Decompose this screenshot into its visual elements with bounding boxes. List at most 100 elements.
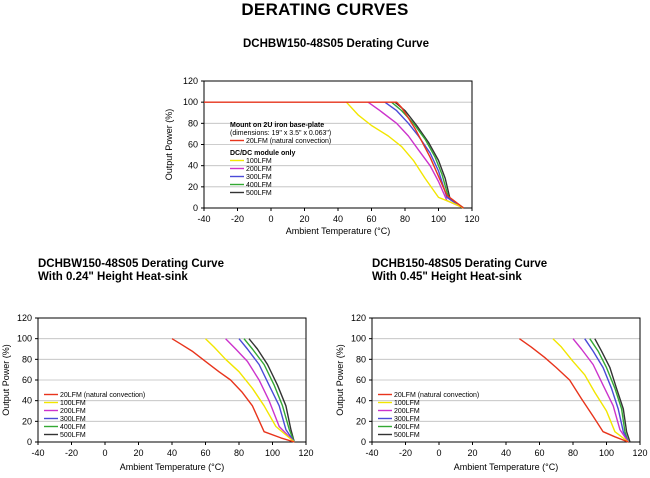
y-tick-label: 40 — [22, 396, 32, 406]
series-line-300lfm — [238, 338, 295, 443]
y-tick-label: 120 — [183, 76, 198, 86]
x-axis-label: Ambient Temperature (°C) — [286, 226, 390, 236]
y-tick-label: 60 — [356, 375, 366, 385]
legend-entry: 400LFM — [394, 424, 420, 431]
x-tick-label: 20 — [133, 448, 143, 458]
x-tick-label: 60 — [366, 214, 376, 224]
series-line-100lfm — [345, 101, 464, 209]
x-tick-label: 20 — [467, 448, 477, 458]
x-tick-label: 80 — [568, 448, 578, 458]
legend-entry: 300LFM — [60, 416, 86, 423]
y-tick-label: 0 — [27, 437, 32, 447]
legend-header: (dimensions: 19" x 3.5" x 0.063") — [230, 130, 331, 137]
y-tick-label: 120 — [351, 313, 366, 323]
x-tick-label: 80 — [400, 214, 410, 224]
series-line-400lfm — [589, 338, 629, 443]
y-axis-label: Output Power (%) — [164, 109, 174, 181]
x-tick-label: 0 — [102, 448, 107, 458]
series-line-20lfm — [518, 338, 629, 443]
legend-entry: 20LFM (natural convection) — [394, 392, 479, 399]
y-tick-label: 80 — [22, 354, 32, 364]
legend-entry: 20LFM (natural convection) — [246, 138, 331, 145]
y-tick-label: 60 — [22, 375, 32, 385]
series-line-200lfm — [225, 338, 295, 443]
legend-header: Mount on 2U iron base-plate — [230, 122, 324, 129]
y-tick-label: 60 — [188, 140, 198, 150]
x-tick-label: 60 — [200, 448, 210, 458]
chart-title: With 0.24" Height Heat-sink — [38, 271, 188, 283]
legend-header: DC/DC module only — [230, 150, 295, 157]
x-tick-label: 0 — [268, 214, 273, 224]
series-line-20lfm — [171, 338, 295, 443]
y-axis-label: Output Power (%) — [1, 344, 11, 416]
legend-entry: 200LFM — [246, 166, 272, 173]
x-tick-label: -20 — [399, 448, 412, 458]
x-tick-label: 100 — [431, 214, 446, 224]
y-tick-label: 100 — [17, 334, 32, 344]
x-tick-label: 100 — [265, 448, 280, 458]
y-tick-label: 80 — [356, 354, 366, 364]
x-tick-label: 40 — [167, 448, 177, 458]
x-axis-label: Ambient Temperature (°C) — [120, 462, 224, 472]
legend-entry: 100LFM — [246, 158, 272, 165]
chart-title: With 0.45" Height Heat-sink — [372, 271, 522, 283]
y-tick-label: 100 — [351, 334, 366, 344]
chart-1: DCHBW150-48S05 Derating Curve 0 20 40 60 80 10… — [164, 38, 480, 236]
legend-entry: 300LFM — [394, 416, 420, 423]
y-axis-label: Output Power (%) — [335, 344, 345, 416]
page-title: DERATING CURVES — [241, 0, 409, 19]
legend-entry: 500LFM — [394, 432, 420, 439]
y-tick-label: 40 — [356, 396, 366, 406]
y-tick-label: 120 — [17, 313, 32, 323]
series-line-200lfm — [572, 338, 629, 443]
y-tick-label: 80 — [188, 118, 198, 128]
y-tick-label: 0 — [193, 203, 198, 213]
x-tick-label: -40 — [31, 448, 44, 458]
series-line-100lfm — [552, 338, 629, 443]
legend-entry: 500LFM — [246, 190, 272, 197]
chart-title: DCHBW150-48S05 Derating Curve — [243, 38, 429, 50]
x-tick-label: 20 — [299, 214, 309, 224]
series-line-400lfm — [243, 338, 295, 443]
x-tick-label: -20 — [231, 214, 244, 224]
x-tick-label: 60 — [534, 448, 544, 458]
x-tick-label: 120 — [298, 448, 313, 458]
series-line-500lfm — [248, 338, 295, 443]
legend-entry: 20LFM (natural convection) — [60, 392, 145, 399]
chart-title: DCHBW150-48S05 Derating Curve — [38, 258, 224, 270]
series-line-20lfm — [204, 101, 465, 209]
legend-entry: 300LFM — [246, 174, 272, 181]
x-tick-label: -20 — [65, 448, 78, 458]
y-tick-label: 20 — [22, 416, 32, 426]
y-tick-label: 0 — [361, 437, 366, 447]
x-tick-label: 100 — [599, 448, 614, 458]
x-tick-label: 0 — [436, 448, 441, 458]
legend-entry: 100LFM — [60, 400, 86, 407]
x-tick-label: 40 — [333, 214, 343, 224]
chart-title: DCHB150-48S05 Derating Curve — [372, 258, 547, 270]
legend-entry: 200LFM — [394, 408, 420, 415]
x-tick-label: 40 — [501, 448, 511, 458]
series-line-500lfm — [594, 338, 631, 443]
series-line-200lfm — [367, 101, 464, 209]
legend-entry: 100LFM — [394, 400, 420, 407]
legend-entry: 400LFM — [60, 424, 86, 431]
series-line-400lfm — [391, 101, 465, 209]
series-line-300lfm — [584, 338, 629, 443]
x-tick-label: -40 — [365, 448, 378, 458]
x-tick-label: 80 — [234, 448, 244, 458]
legend-entry: 200LFM — [60, 408, 86, 415]
series-line-300lfm — [384, 101, 464, 209]
y-tick-label: 20 — [188, 182, 198, 192]
series-line-100lfm — [205, 338, 295, 443]
x-axis-label: Ambient Temperature (°C) — [454, 462, 558, 472]
x-tick-label: 120 — [632, 448, 647, 458]
legend-entry: 400LFM — [246, 182, 272, 189]
y-tick-label: 40 — [188, 161, 198, 171]
y-tick-label: 100 — [183, 97, 198, 107]
x-tick-label: -40 — [197, 214, 210, 224]
series-line-500lfm — [394, 101, 464, 209]
